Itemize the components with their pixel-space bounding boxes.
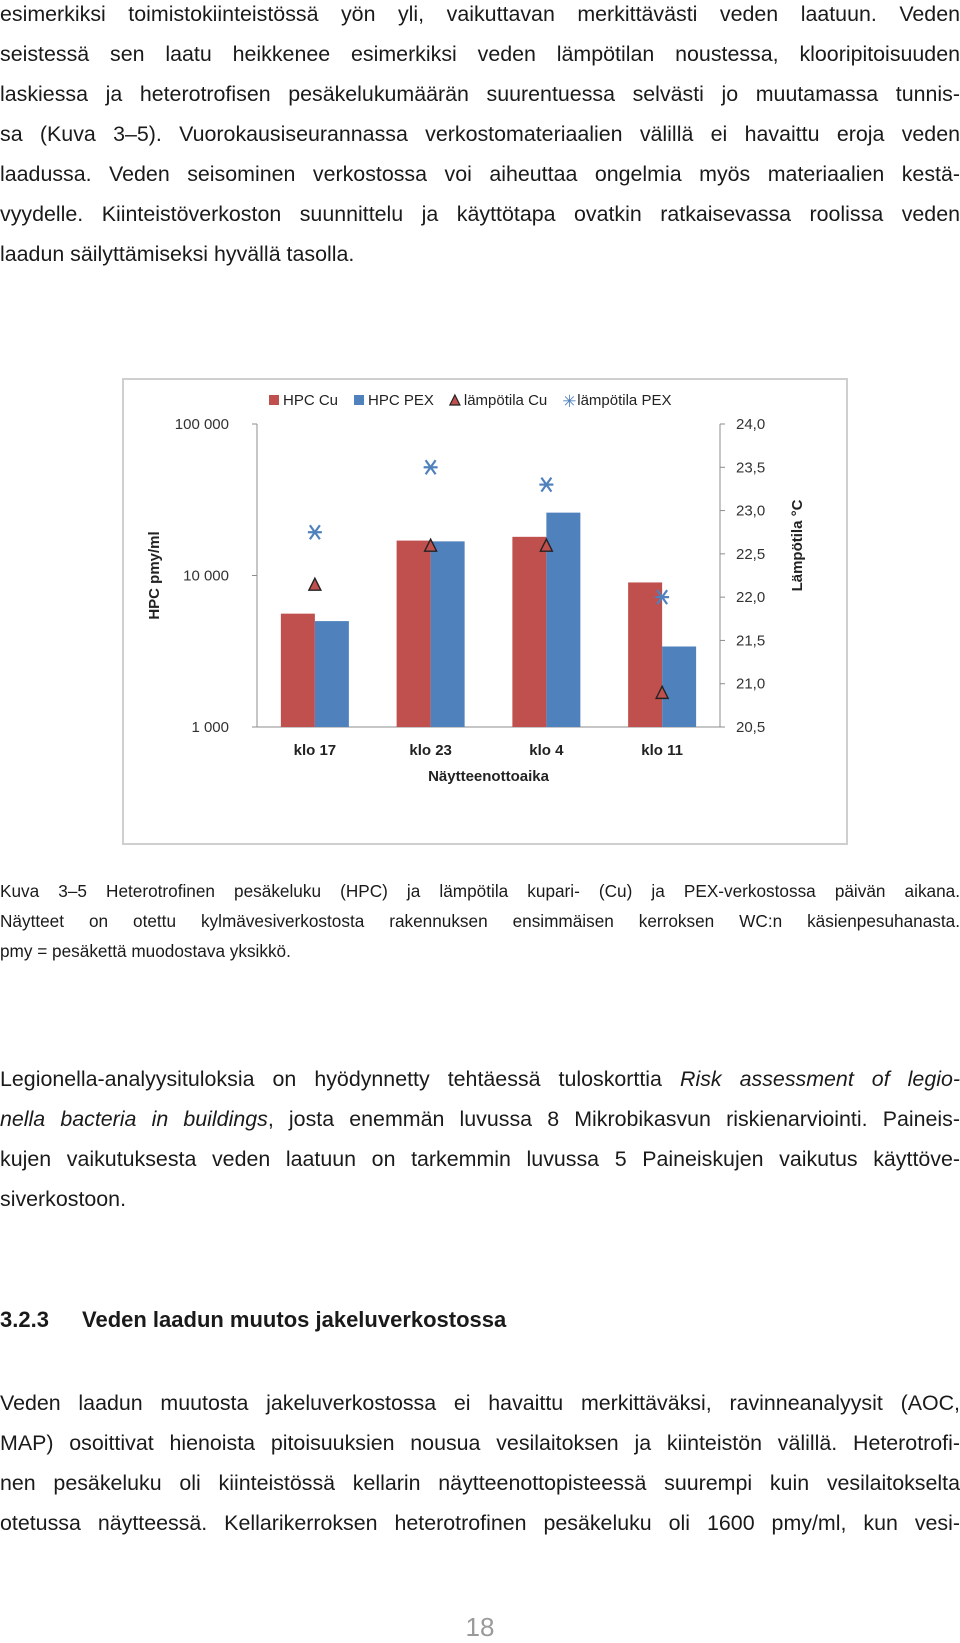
bar-hpc-pex: [546, 512, 581, 727]
figure-caption: Kuva 3–5 Heterotrofinen pesäkeluku (HPC)…: [0, 876, 960, 966]
figure-hpc-temperature: 1 000 10 000 100 000 20,5 21,0 21,5 22,0 22,5 23…: [122, 378, 848, 845]
y-tick-label-left: 10 000: [183, 568, 229, 585]
y-tick-label-right: 22,5: [736, 546, 765, 563]
y-tick-label-right: 21,5: [736, 632, 765, 649]
bar-hpc-pex: [430, 541, 465, 727]
y-tick-label-right: 23,0: [736, 503, 765, 520]
marker-lampotila-pex: [539, 476, 554, 493]
marker-lampotila-cu: [654, 684, 670, 700]
legend-swatch: [448, 393, 461, 406]
text-line: laadussa. Veden seisominen verkostossa v…: [0, 162, 960, 186]
text-line: nella bacteria in buildings, josta enemm…: [0, 1099, 960, 1139]
marker-lampotila-pex: [655, 589, 670, 605]
marker-lampotila-pex: [423, 459, 438, 475]
text-line: laadun säilyttämiseksi hyvällä tasolla.: [0, 242, 355, 266]
y-tick-label-right: 21,0: [736, 676, 765, 693]
text-run: , josta enemmän luvussa 8 Mikrobikasvun …: [267, 1107, 960, 1131]
legend-label: HPC PEX: [368, 392, 434, 409]
publication-title: nella bacteria in buildings: [0, 1107, 268, 1131]
legend-swatch: ✳: [562, 392, 576, 411]
body-paragraph-2: Legionella-analyysituloksia on hyödynnet…: [0, 1059, 960, 1219]
legend-label: HPC Cu: [283, 392, 338, 409]
bar-hpc-pex: [662, 646, 697, 727]
y-tick-label-left: 100 000: [175, 416, 229, 433]
y-tick-label-right: 20,5: [736, 719, 765, 736]
publication-title: Risk assessment of legio-: [680, 1067, 960, 1091]
bar-hpc-cu: [280, 613, 315, 727]
text-line: MAP) osoittivat hienoista pitoisuuksien …: [0, 1431, 960, 1455]
bar-hpc-cu: [512, 536, 547, 727]
text-line: otetussa näytteessä. Kellarikerroksen he…: [0, 1511, 960, 1535]
text-line: siverkostoon.: [0, 1187, 127, 1211]
y-tick-label-right: 22,0: [736, 589, 765, 606]
x-tick-label: klo 17: [294, 742, 337, 759]
text-line: seistessä sen laatu heikkenee esimerkiks…: [0, 42, 960, 66]
caption-line: Näytteet on otettu kylmävesiverkostosta …: [0, 911, 960, 931]
text-run: Legionella-analyysituloksia on hyödynnet…: [0, 1067, 680, 1091]
marker-lampotila-cu: [539, 537, 554, 552]
y-tick-label-right: 24,0: [736, 416, 765, 433]
chart-svg: 1 000 10 000 100 000 20,5 21,0 21,5 22,0 22,5 23…: [146, 392, 806, 785]
legend-label: lämpötila Cu: [464, 392, 547, 409]
text-line: sa (Kuva 3–5). Vuorokausiseurannassa ver…: [0, 122, 960, 146]
text-line: Legionella-analyysituloksia on hyödynnet…: [0, 1059, 960, 1099]
text-line: laskiessa ja heterotrofisen pesäkelukumä…: [0, 82, 960, 106]
text-line: kujen vaikutuksesta veden laatuun on tar…: [0, 1147, 960, 1171]
page-number: 18: [465, 1612, 495, 1642]
y-axis-title-left: HPC pmy/ml: [146, 531, 163, 619]
bar-hpc-cu: [628, 582, 663, 727]
x-tick-label: klo 4: [529, 742, 564, 759]
bar-hpc-cu: [396, 540, 431, 727]
caption-line: pmy = pesäkettä muodostava yksikkö.: [0, 941, 291, 961]
y-axis-title-right: Lämpötila °C: [789, 499, 806, 591]
section-heading: 3.2.3 Veden laadun muutos jakeluverkostos…: [0, 1304, 506, 1336]
x-axis-title: Näytteenottoaika: [428, 768, 550, 785]
text-line: vyydelle. Kiinteistöverkoston suunnittel…: [0, 202, 960, 226]
marker-lampotila-cu: [307, 576, 323, 591]
bar-hpc-pex: [314, 621, 349, 727]
x-tick-label: klo 23: [409, 742, 452, 759]
y-tick-label-left: 1 000: [191, 719, 229, 736]
y-tick-label-right: 23,5: [736, 459, 765, 476]
section-title: Veden laadun muutos jakeluverkostossa: [82, 1307, 507, 1332]
text-line: Veden laadun muutosta jakeluverkostossa …: [0, 1391, 960, 1415]
legend-swatch: [354, 395, 365, 405]
body-paragraph-1: esimerkiksi toimistokiinteistössä yön yl…: [0, 0, 960, 274]
text-line: esimerkiksi toimistokiinteistössä yön yl…: [0, 2, 960, 26]
body-paragraph-3: Veden laadun muutosta jakeluverkostossa …: [0, 1383, 960, 1543]
marker-lampotila-pex: [307, 524, 322, 540]
legend-swatch: [269, 395, 279, 405]
legend-label: lämpötila PEX: [577, 392, 671, 409]
text-line: nen pesäkeluku oli kiinteistössä kellari…: [0, 1471, 960, 1495]
marker-lampotila-cu: [423, 537, 438, 552]
x-tick-label: klo 11: [641, 742, 683, 759]
section-number: 3.2.3: [0, 1307, 49, 1332]
caption-line: Kuva 3–5 Heterotrofinen pesäkeluku (HPC)…: [0, 881, 960, 901]
